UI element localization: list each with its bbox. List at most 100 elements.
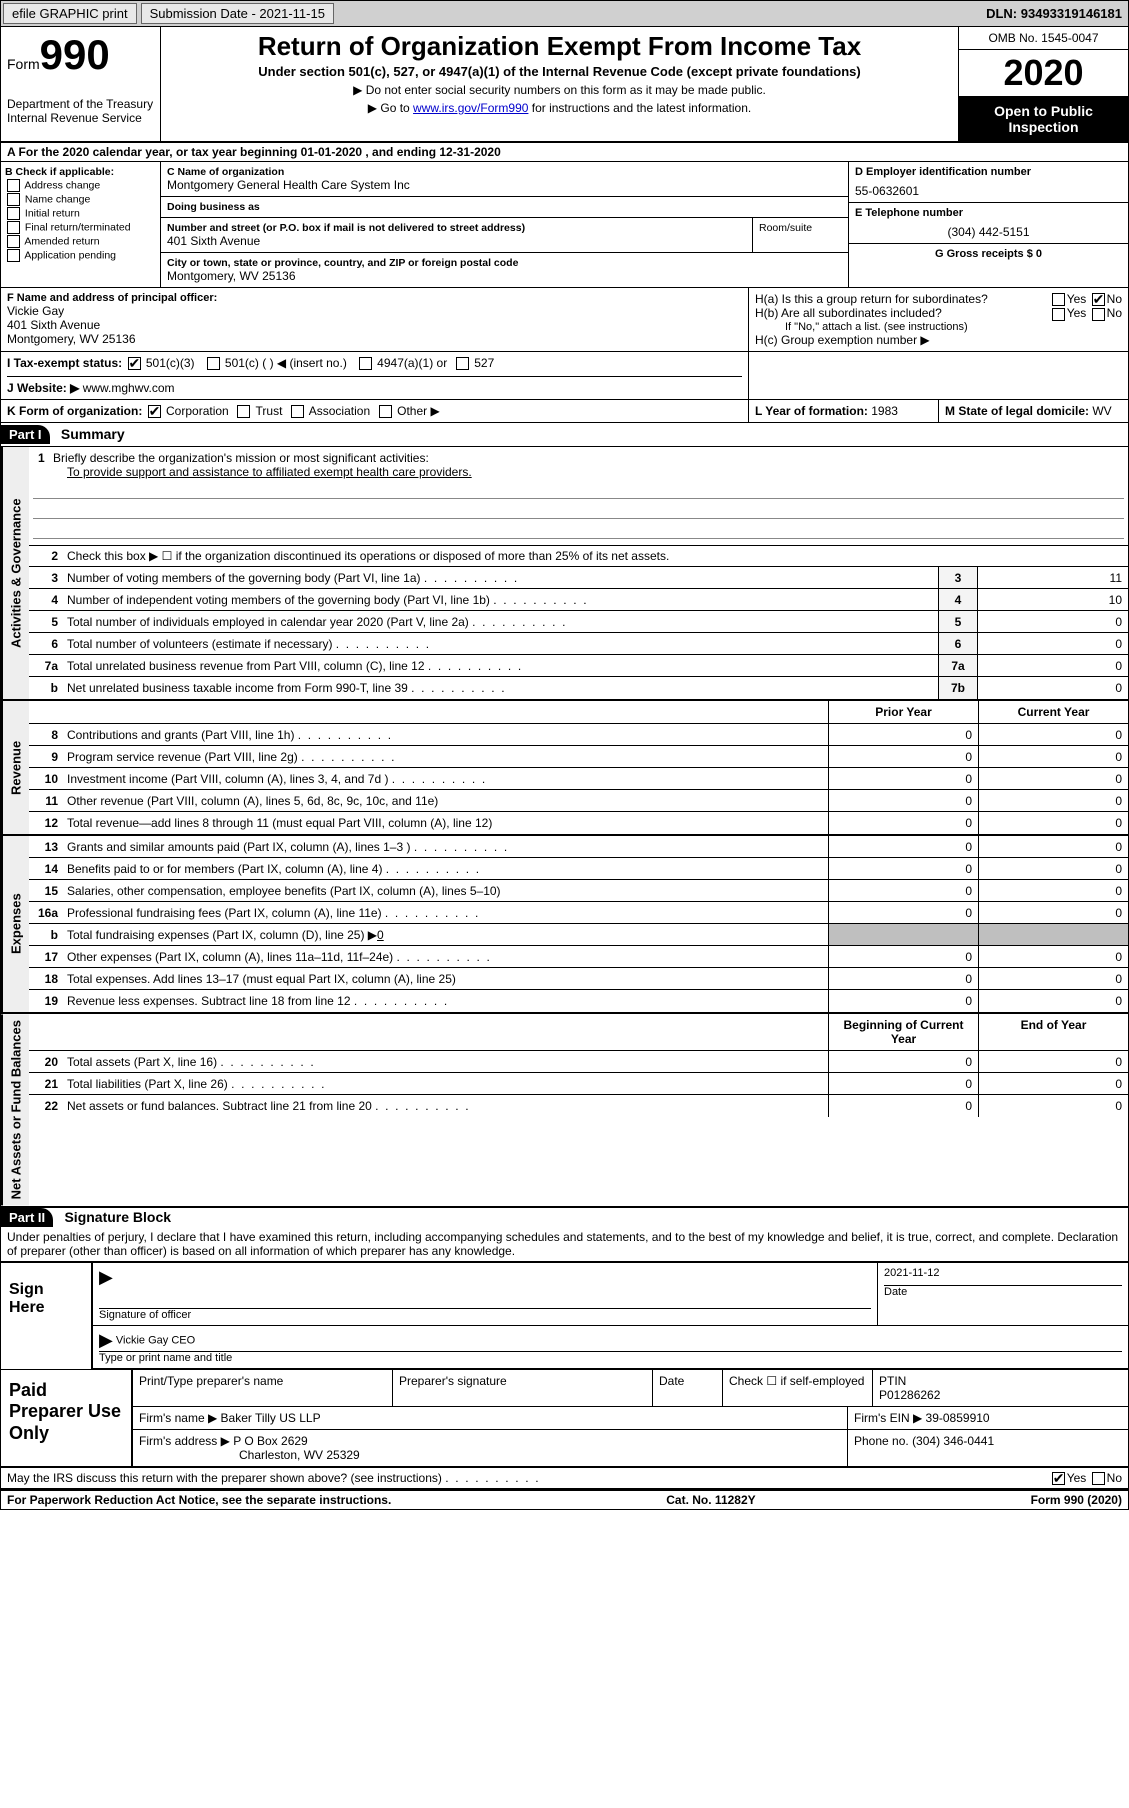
officer-block: F Name and address of principal officer:…: [1, 288, 748, 351]
revenue-section: Revenue Prior Year Current Year 8Contrib…: [1, 699, 1128, 834]
l16a-curr: 0: [978, 902, 1128, 923]
side-governance: Activities & Governance: [1, 447, 29, 699]
cb-4947[interactable]: [359, 357, 372, 370]
l7a-box: 7a: [938, 655, 978, 676]
paid-preparer-block: Paid Preparer Use Only Print/Type prepar…: [1, 1370, 1128, 1468]
city-value: Montgomery, WV 25136: [167, 269, 842, 283]
cb-address-change[interactable]: Address change: [5, 179, 156, 192]
goto-pre: ▶ Go to: [368, 101, 413, 115]
l15-prior: 0: [828, 880, 978, 901]
side-expenses: Expenses: [1, 836, 29, 1012]
sig-right: ▶ Signature of officer 2021-11-12 Date ▶…: [91, 1263, 1128, 1369]
discuss-yes-cb[interactable]: [1052, 1472, 1065, 1485]
cb-other[interactable]: [379, 405, 392, 418]
m-label: M State of legal domicile:: [945, 404, 1092, 418]
hb-no-cb[interactable]: [1092, 308, 1105, 321]
cb-final-return[interactable]: Final return/terminated: [5, 221, 156, 234]
governance-section: Activities & Governance 1 Briefly descri…: [1, 447, 1128, 699]
l14-prior: 0: [828, 858, 978, 879]
perjury-statement: Under penalties of perjury, I declare th…: [1, 1227, 1128, 1261]
cb-initial-return[interactable]: Initial return: [5, 207, 156, 220]
dln-label: DLN:: [986, 6, 1021, 21]
paid-right: Print/Type preparer's name Preparer's si…: [131, 1370, 1128, 1466]
paid-preparer-label: Paid Preparer Use Only: [1, 1370, 131, 1466]
part1-label: Part I: [1, 425, 50, 444]
submission-date: 2021-11-15: [259, 6, 325, 21]
footer-left: For Paperwork Reduction Act Notice, see …: [7, 1493, 391, 1507]
ha-no-cb[interactable]: [1092, 293, 1105, 306]
form-number-block: Form990: [7, 31, 154, 79]
l13-curr: 0: [978, 836, 1128, 857]
efile-print-button[interactable]: efile GRAPHIC print: [3, 3, 137, 24]
side-revenue: Revenue: [1, 701, 29, 834]
l21-eoy: 0: [978, 1073, 1128, 1094]
l16a-prior: 0: [828, 902, 978, 923]
l4-val: 10: [978, 589, 1128, 610]
l1-desc: Briefly describe the organization's miss…: [53, 451, 429, 465]
k-block: K Form of organization: Corporation Trus…: [1, 400, 748, 422]
city-label: City or town, state or province, country…: [167, 257, 842, 269]
l12-curr: 0: [978, 812, 1128, 834]
ha-yes-cb[interactable]: [1052, 293, 1065, 306]
pp-phone: Phone no. (304) 346-0441: [848, 1430, 1128, 1466]
l13-prior: 0: [828, 836, 978, 857]
city-row: City or town, state or province, country…: [161, 252, 848, 287]
discuss-row: May the IRS discuss this return with the…: [1, 1468, 1128, 1490]
cb-application-pending[interactable]: Application pending: [5, 249, 156, 262]
l7b-box: 7b: [938, 677, 978, 699]
cb-527[interactable]: [456, 357, 469, 370]
l21-boy: 0: [828, 1073, 978, 1094]
instructions-link[interactable]: www.irs.gov/Form990: [413, 101, 528, 115]
sig-officer-label: Signature of officer: [99, 1308, 871, 1321]
prior-year-header: Prior Year: [828, 701, 978, 723]
cb-name-change[interactable]: Name change: [5, 193, 156, 206]
cb-trust[interactable]: [237, 405, 250, 418]
l22-desc: Net assets or fund balances. Subtract li…: [63, 1096, 828, 1116]
website-value: www.mghwv.com: [83, 381, 175, 395]
l22-boy: 0: [828, 1095, 978, 1117]
l5-num: 5: [29, 612, 63, 632]
col-b-checkboxes: B Check if applicable: Address change Na…: [1, 162, 161, 287]
discuss-text: May the IRS discuss this return with the…: [7, 1471, 1050, 1485]
department: Department of the Treasury Internal Reve…: [7, 97, 154, 125]
cb-501c[interactable]: [207, 357, 220, 370]
hb-yes-cb[interactable]: [1052, 308, 1065, 321]
l18-desc: Total expenses. Add lines 13–17 (must eq…: [63, 969, 828, 989]
cb-501c3[interactable]: [128, 357, 141, 370]
pp-ptin: PTINP01286262: [873, 1370, 1128, 1406]
expenses-section: Expenses 13Grants and similar amounts pa…: [1, 834, 1128, 1012]
submission-date-prefix: Submission Date -: [150, 6, 260, 21]
l15-desc: Salaries, other compensation, employee b…: [63, 881, 828, 901]
open-inspection: Open to Public Inspection: [959, 97, 1128, 141]
l-block: L Year of formation: 1983: [748, 400, 938, 422]
part2-label: Part II: [1, 1208, 53, 1227]
l6-box: 6: [938, 633, 978, 654]
l13-desc: Grants and similar amounts paid (Part IX…: [63, 837, 828, 857]
l11-curr: 0: [978, 790, 1128, 811]
pp-sig-label: Preparer's signature: [393, 1370, 653, 1406]
org-name: Montgomery General Health Care System In…: [167, 178, 842, 192]
website-label: J Website: ▶: [7, 381, 79, 395]
l19-desc: Revenue less expenses. Subtract line 18 …: [63, 991, 828, 1011]
l4-desc: Number of independent voting members of …: [63, 590, 938, 610]
l12-desc: Total revenue—add lines 8 through 11 (mu…: [63, 813, 828, 833]
cb-assoc[interactable]: [291, 405, 304, 418]
cb-amended-return[interactable]: Amended return: [5, 235, 156, 248]
h-block: H(a) Is this a group return for subordin…: [748, 288, 1128, 351]
l9-desc: Program service revenue (Part VIII, line…: [63, 747, 828, 767]
name-arrow-icon: ▶: [99, 1330, 113, 1350]
l7b-val: 0: [978, 677, 1128, 699]
l7a-desc: Total unrelated business revenue from Pa…: [63, 656, 938, 676]
l-label: L Year of formation:: [755, 404, 871, 418]
cb-corp[interactable]: [148, 405, 161, 418]
sig-date-value: 2021-11-12: [884, 1267, 1122, 1279]
col-c-orginfo: C Name of organization Montgomery Genera…: [161, 162, 848, 287]
name-title-label: Type or print name and title: [99, 1351, 1122, 1364]
l-value: 1983: [871, 404, 898, 418]
discuss-no-cb[interactable]: [1092, 1472, 1105, 1485]
pp-firm-row: Firm's name ▶ Baker Tilly US LLP: [133, 1407, 848, 1429]
l6-val: 0: [978, 633, 1128, 654]
l16b-prior: [828, 924, 978, 945]
l5-val: 0: [978, 611, 1128, 632]
pp-date-label: Date: [653, 1370, 723, 1406]
